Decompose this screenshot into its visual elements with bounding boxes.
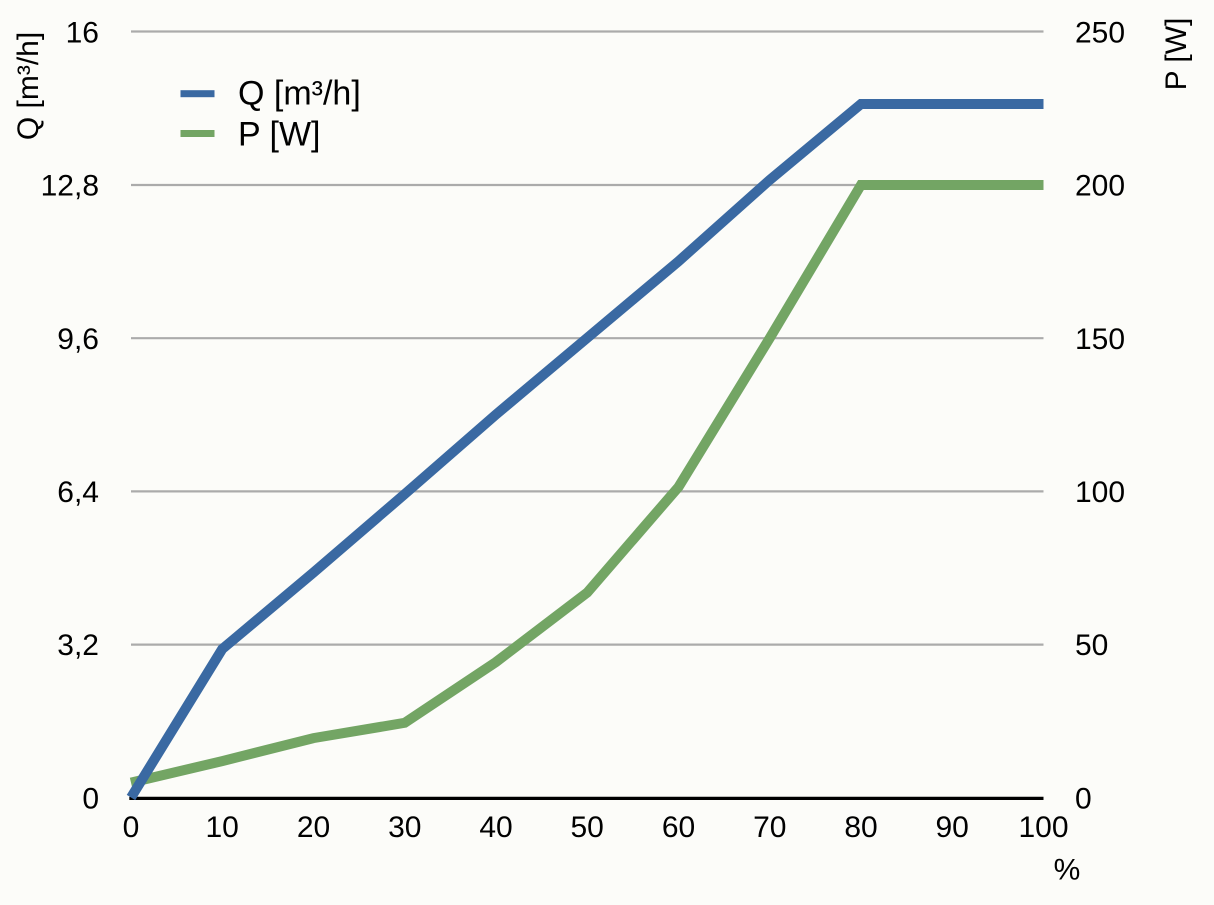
svg-text:200: 200	[1075, 170, 1125, 203]
svg-text:3,2: 3,2	[57, 629, 99, 662]
svg-text:150: 150	[1075, 323, 1125, 356]
svg-text:9,6: 9,6	[57, 323, 99, 356]
svg-text:0: 0	[123, 811, 140, 844]
svg-text:6,4: 6,4	[57, 476, 99, 509]
svg-text:P [W]: P [W]	[1160, 18, 1193, 91]
svg-text:50: 50	[1075, 629, 1108, 662]
svg-text:10: 10	[206, 811, 239, 844]
svg-text:30: 30	[388, 811, 421, 844]
svg-text:0: 0	[82, 782, 99, 815]
svg-text:Q [m³/h]: Q [m³/h]	[12, 32, 45, 140]
svg-text:80: 80	[844, 811, 877, 844]
svg-text:Q [m³/h]: Q [m³/h]	[238, 75, 361, 113]
svg-text:90: 90	[936, 811, 969, 844]
svg-text:12,8: 12,8	[41, 170, 99, 203]
svg-text:70: 70	[753, 811, 786, 844]
svg-text:40: 40	[479, 811, 512, 844]
svg-text:60: 60	[662, 811, 695, 844]
svg-text:250: 250	[1075, 16, 1125, 49]
svg-text:16: 16	[66, 16, 99, 49]
svg-text:0: 0	[1075, 782, 1092, 815]
svg-text:20: 20	[297, 811, 330, 844]
svg-text:100: 100	[1075, 476, 1125, 509]
svg-text:P [W]: P [W]	[238, 116, 321, 154]
svg-text:100: 100	[1018, 811, 1068, 844]
svg-text:%: %	[1054, 854, 1081, 887]
svg-text:50: 50	[571, 811, 604, 844]
